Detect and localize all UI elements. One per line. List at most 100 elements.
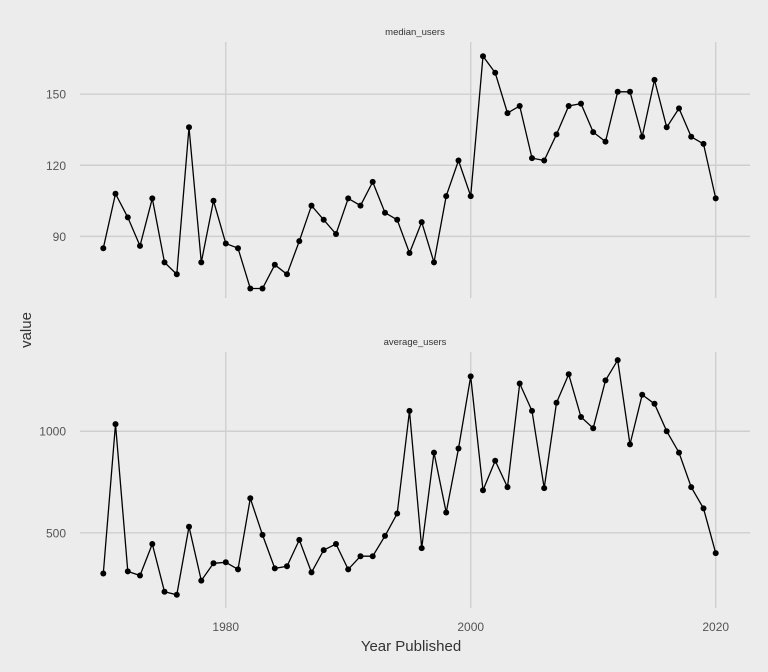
data-point	[222, 559, 229, 566]
data-point	[112, 421, 119, 428]
x-axis: 1980 2000 2020	[212, 620, 729, 634]
data-point	[149, 195, 156, 202]
data-point	[124, 214, 131, 221]
data-point	[614, 357, 621, 364]
data-point	[565, 103, 572, 109]
data-point	[149, 541, 156, 547]
panel-median_users: median_users 90 120 150	[46, 27, 750, 298]
data-point	[259, 531, 266, 538]
data-point	[308, 569, 315, 576]
data-point	[394, 216, 401, 223]
data-point	[663, 124, 670, 131]
data-point	[553, 399, 560, 406]
data-point	[541, 157, 548, 164]
data-point	[712, 550, 719, 557]
data-point	[480, 487, 486, 494]
x-tick-label: 2000	[457, 620, 484, 634]
data-point	[284, 563, 290, 570]
data-point	[186, 124, 192, 131]
data-point	[455, 157, 462, 164]
data-point	[639, 133, 646, 140]
data-point	[173, 591, 180, 598]
data-point	[308, 202, 315, 209]
panel-average_users: average_users 500 1000	[39, 337, 750, 608]
data-point	[651, 400, 658, 407]
data-point	[406, 407, 413, 414]
data-point	[161, 588, 168, 595]
data-point	[565, 371, 572, 378]
data-point	[296, 238, 303, 245]
data-point	[688, 484, 695, 491]
y-tick-label: 150	[46, 88, 66, 102]
data-point	[284, 271, 290, 278]
data-point	[516, 103, 523, 109]
data-point	[124, 568, 131, 575]
panel-strip-label: median_users	[385, 27, 445, 38]
x-tick-label: 2020	[702, 620, 729, 634]
data-point	[210, 197, 217, 204]
data-point	[271, 261, 278, 268]
data-point	[431, 449, 437, 456]
data-point	[161, 259, 168, 266]
data-point	[382, 532, 388, 539]
data-point	[700, 505, 707, 512]
data-point	[210, 560, 217, 567]
data-point	[357, 202, 364, 209]
data-point	[602, 138, 609, 145]
data-point	[333, 541, 339, 547]
data-point	[418, 545, 425, 552]
y-tick-label: 500	[46, 526, 66, 540]
data-point	[529, 155, 535, 162]
x-axis-title: Year Published	[361, 638, 461, 655]
data-point	[712, 195, 719, 202]
data-point	[492, 69, 499, 76]
data-point	[676, 105, 682, 112]
data-point	[492, 457, 499, 464]
data-point	[578, 100, 584, 107]
data-point	[431, 259, 437, 266]
data-point	[100, 245, 107, 252]
data-point	[247, 285, 254, 292]
data-point	[333, 231, 339, 237]
y-tick-label: 1000	[39, 425, 66, 439]
data-point	[235, 245, 241, 252]
data-point	[614, 88, 621, 95]
data-point	[418, 219, 425, 226]
data-point	[247, 495, 254, 502]
data-point	[369, 178, 376, 185]
data-point	[235, 566, 241, 573]
data-point	[345, 566, 352, 573]
data-point	[112, 190, 119, 197]
data-point	[590, 129, 597, 136]
data-point	[651, 76, 658, 83]
data-point	[320, 547, 327, 554]
data-point	[504, 484, 511, 491]
data-point	[504, 110, 511, 117]
data-point	[173, 271, 180, 278]
data-point	[663, 428, 670, 435]
data-point	[394, 510, 401, 517]
data-point	[553, 131, 560, 138]
data-point	[198, 259, 205, 266]
data-point	[688, 133, 695, 140]
panel-strip-label: average_users	[384, 337, 447, 348]
panels: median_users 90 120 150 average_users 500 1000	[39, 27, 750, 608]
data-point	[639, 391, 646, 398]
data-point	[100, 570, 107, 577]
data-point	[627, 441, 633, 448]
data-point	[541, 485, 548, 492]
data-point	[271, 565, 278, 572]
data-point	[627, 88, 633, 95]
data-point	[345, 195, 352, 202]
data-point	[357, 553, 364, 560]
data-point	[296, 536, 303, 543]
data-point	[137, 242, 143, 249]
data-point	[516, 380, 523, 387]
data-point	[590, 425, 597, 432]
y-tick-label: 120	[46, 159, 66, 173]
y-axis-title: value	[18, 312, 35, 348]
data-point	[443, 509, 450, 516]
data-point	[480, 53, 486, 60]
